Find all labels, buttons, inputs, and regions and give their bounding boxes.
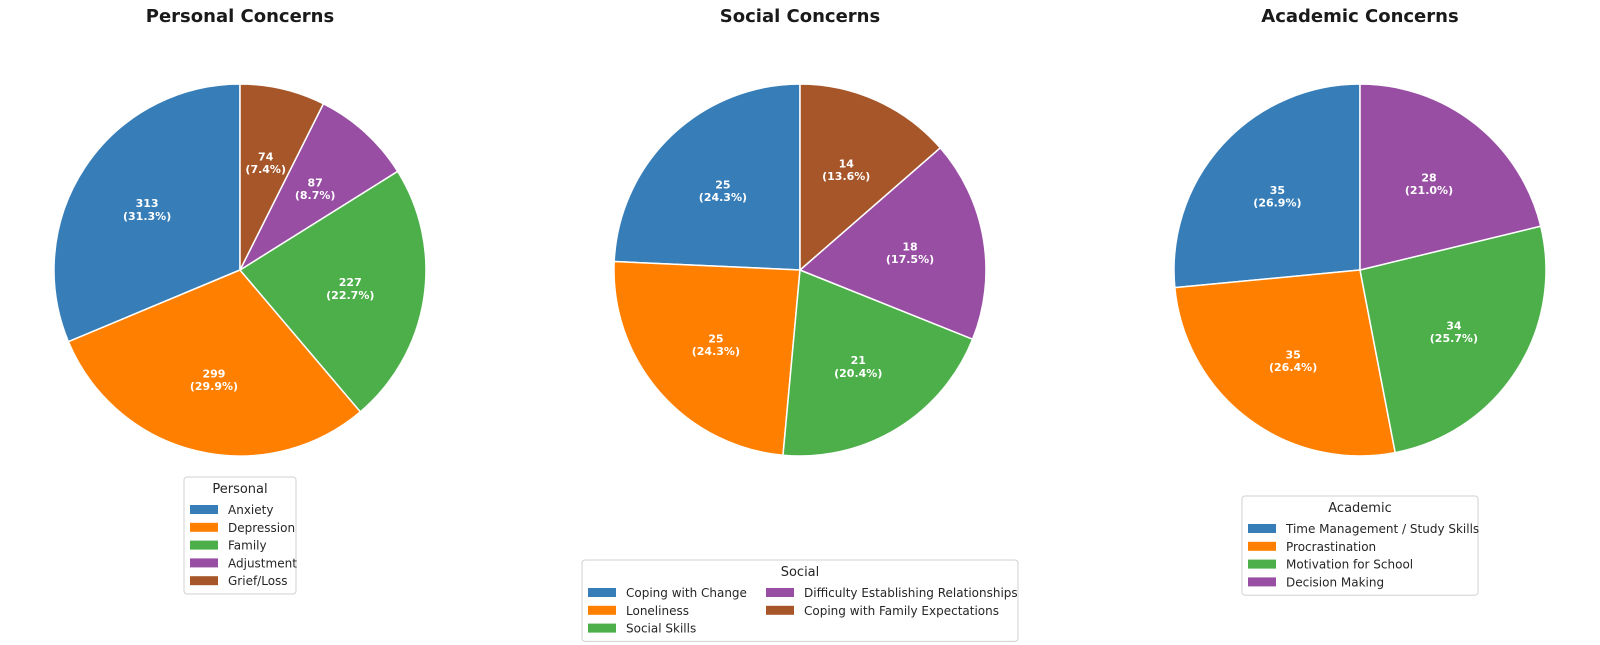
chart-title: Academic Concerns xyxy=(1261,6,1458,27)
slice-label: 25 (24.3%) xyxy=(699,178,747,204)
legend-frame xyxy=(1241,495,1479,596)
legend-item-time-management-study-skills: Time Management / Study Skills xyxy=(1285,522,1479,536)
pie-slice-family xyxy=(239,170,427,413)
legend-item-loneliness: Loneliness xyxy=(626,604,689,618)
pie-panel-social: Social Concerns 25 (24.3%) 25 (24.3%) 21 (20.… xyxy=(581,6,1019,642)
legend-item-coping-with-family-expectations: Coping with Family Expectations xyxy=(804,604,999,618)
chart-title: Personal Concerns xyxy=(146,6,334,27)
slice-labels: 313 (31.3%) 299 (29.9%) 227 (22.7%) 87 (8.7%) 74… xyxy=(123,150,374,393)
slice-label: 87 (8.7%) xyxy=(295,176,336,202)
slice-label: 28 (21.0%) xyxy=(1405,171,1453,197)
pie-slice-coping-with-change xyxy=(613,83,801,271)
legend-item-difficulty-establishing-relationships: Difficulty Establishing Relationships xyxy=(804,586,1018,600)
pie-slice-adjustment xyxy=(239,103,399,271)
legend-swatch xyxy=(1248,524,1276,533)
legend-swatch xyxy=(588,588,616,597)
pie-slices xyxy=(1173,83,1547,457)
pie-slice-time-management-study-skills xyxy=(1173,83,1361,289)
pie-slice-difficulty-establishing-relationships xyxy=(799,147,987,340)
legend-swatch xyxy=(190,576,218,586)
legend-item-social-skills: Social Skills xyxy=(626,622,696,636)
slice-label: 35 (26.4%) xyxy=(1269,348,1317,374)
pie-slice-anxiety xyxy=(53,83,241,343)
pie-slice-motivation-for-school xyxy=(1359,225,1547,454)
legend-swatch xyxy=(190,540,218,550)
legend-swatch xyxy=(1248,577,1276,587)
legend-item-procrastination: Procrastination xyxy=(1286,540,1376,554)
legend-swatch xyxy=(766,588,794,597)
pie-slice-procrastination xyxy=(1174,269,1396,457)
pie-slice-social-skills xyxy=(782,269,974,457)
pie-slice-loneliness xyxy=(613,260,801,456)
legend-swatch xyxy=(766,605,794,615)
slice-labels: 35 (26.9%) 35 (26.4%) 34 (25.7%) 28 (21.0%) xyxy=(1253,171,1478,374)
slice-label: 21 (20.4%) xyxy=(834,354,882,380)
legend-title: Social xyxy=(781,565,820,580)
slice-label: 25 (24.3%) xyxy=(692,332,740,358)
slice-label: 313 (31.3%) xyxy=(123,197,171,223)
slice-label: 227 (22.7%) xyxy=(326,276,374,302)
slice-label: 34 (25.7%) xyxy=(1430,319,1478,345)
chart-title: Social Concerns xyxy=(720,6,880,27)
pie-slice-depression xyxy=(67,269,362,457)
legend-item-motivation-for-school: Motivation for School xyxy=(1286,558,1413,572)
slice-labels: 25 (24.3%) 25 (24.3%) 21 (20.4%) 18 (17.5%) 14 (1… xyxy=(692,157,934,379)
slice-label: 14 (13.6%) xyxy=(822,157,870,183)
legend-swatch xyxy=(190,558,218,568)
legend-swatch xyxy=(588,605,616,615)
slice-label: 35 (26.9%) xyxy=(1253,184,1301,210)
pie-panel-personal: Personal Concerns 313 (31.3%) 299 (29.9%) 22… xyxy=(53,6,427,595)
legend-swatch xyxy=(588,623,616,633)
legend-item-anxiety: Anxiety xyxy=(228,503,273,517)
pie-slice-decision-making xyxy=(1359,83,1542,271)
legend-item-family: Family xyxy=(228,539,267,553)
legend: Social Coping with Change Loneliness Social… xyxy=(581,559,1019,642)
legend: Personal Anxiety Depression Family Adjustmen… xyxy=(183,476,297,595)
legend-item-depression: Depression xyxy=(228,521,295,535)
pie-panel-academic: Academic Concerns 35 (26.9%) 35 (26.4%) 34 (2… xyxy=(1173,6,1547,596)
legend-item-adjustment: Adjustment xyxy=(228,556,297,570)
legend-swatch xyxy=(1248,541,1276,551)
pie-slice-grief-loss xyxy=(239,83,325,271)
legend-swatch xyxy=(1248,559,1276,569)
pie-slices xyxy=(53,83,427,457)
legend-item-decision-making: Decision Making xyxy=(1286,575,1384,589)
slice-label: 74 (7.4%) xyxy=(245,150,286,176)
legend-title: Personal xyxy=(212,482,267,497)
pie-slice-coping-with-family-expectations xyxy=(799,83,941,271)
pie-slices xyxy=(613,83,987,457)
legend-frame xyxy=(581,559,1019,642)
legend-item-grief-loss: Grief/Loss xyxy=(228,574,288,588)
slice-label: 299 (29.9%) xyxy=(190,368,238,394)
legend: Academic Time Management / Study Skills Pr… xyxy=(1241,495,1479,596)
legend-swatch xyxy=(190,522,218,532)
legend-item-coping-with-change: Coping with Change xyxy=(626,586,747,600)
legend-title: Academic xyxy=(1328,501,1391,516)
legend-swatch xyxy=(190,505,218,514)
slice-label: 18 (17.5%) xyxy=(886,240,934,266)
